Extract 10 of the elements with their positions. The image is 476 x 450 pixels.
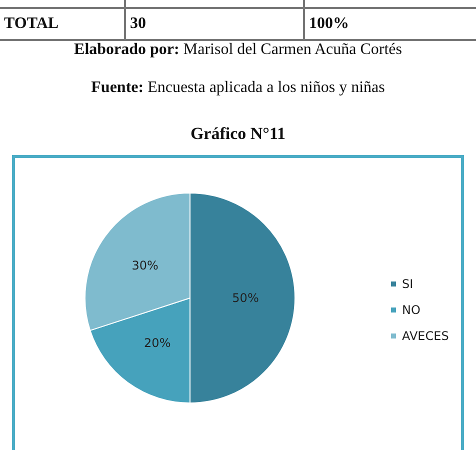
legend-label: AVECES [402, 329, 449, 343]
legend-label: SI [402, 277, 414, 291]
text: Elaborado por: Marisol del Carmen Acuña Cortés [73, 41, 403, 59]
data-label: 20% [144, 336, 171, 350]
data-label: 50% [232, 291, 259, 305]
chart-title: Gráfico N°11 [189, 124, 287, 144]
source-note: Fuente: Encuesta aplicada a los niños y niñas [90, 79, 386, 97]
legend-label: NO [402, 303, 420, 317]
table-frame: TOTAL 30 100% [0, 0, 476, 41]
data-label: 30% [132, 258, 158, 272]
